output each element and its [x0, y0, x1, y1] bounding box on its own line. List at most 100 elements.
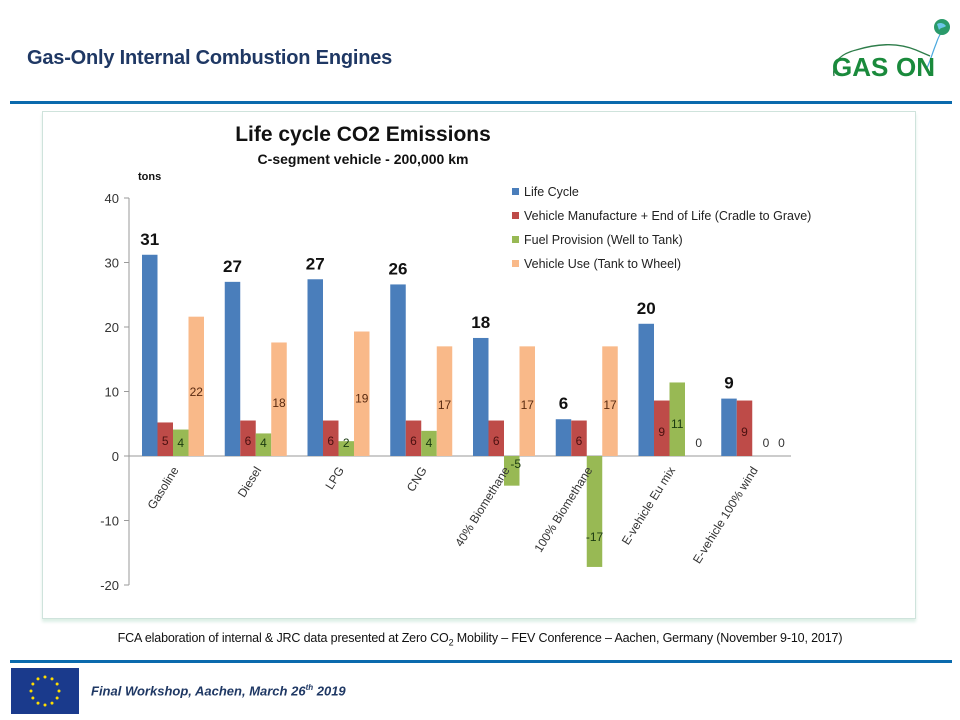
- chart-legend: Life Cycle Vehicle Manufacture + End of L…: [512, 185, 811, 271]
- bar-3-diesel: [255, 433, 272, 456]
- data-label: 17: [438, 398, 452, 412]
- bar-3-lpg: [338, 441, 354, 456]
- bar-2-diesel: [240, 420, 256, 456]
- data-label: 6: [327, 434, 334, 448]
- legend-swatch: [512, 188, 519, 195]
- data-label: 6: [493, 434, 500, 448]
- footer-year: 2019: [313, 683, 346, 699]
- logo-text-gas: GAS: [832, 52, 888, 82]
- chart-subtitle: C-segment vehicle - 200,000 km: [258, 151, 469, 167]
- footer-event: Final Workshop, Aachen, March 26th 2019: [91, 683, 346, 698]
- eu-star-icon: [43, 675, 47, 679]
- x-tick-label: LPG: [322, 464, 347, 492]
- eu-flag-icon: [11, 668, 79, 714]
- bar-2-cng: [405, 420, 422, 456]
- data-label: 4: [260, 436, 267, 450]
- data-label: 27: [223, 257, 242, 276]
- legend-item-label: Fuel Provision (Well to Tank): [524, 233, 683, 247]
- bar-2-100-biomethane: [571, 420, 587, 456]
- y-tick-label: 20: [105, 320, 119, 335]
- chart-title: Life cycle CO2 Emissions: [235, 123, 491, 146]
- eu-star-icon: [31, 696, 35, 700]
- bar-3-100-biomethane: [586, 456, 603, 567]
- eu-star-icon: [55, 682, 59, 686]
- data-label: 0: [778, 436, 785, 450]
- data-label: 9: [724, 374, 733, 393]
- y-axis-label: tons: [138, 171, 161, 183]
- bar-1-100-biomethane: [555, 419, 572, 456]
- x-tick-label: Diesel: [235, 464, 265, 500]
- footer-divider: [10, 660, 952, 663]
- data-label: 6: [245, 434, 252, 448]
- eu-star-icon: [55, 696, 59, 700]
- bar-4-lpg: [354, 331, 370, 456]
- gas-on-logo: GAS ON: [832, 19, 950, 82]
- source-subscript: 2: [448, 637, 454, 648]
- x-tick-label: CNG: [404, 464, 430, 494]
- data-label: 17: [521, 398, 535, 412]
- data-label: 17: [603, 398, 617, 412]
- data-label: 20: [637, 299, 656, 318]
- eu-star-icon: [31, 682, 35, 686]
- data-label: 22: [190, 385, 204, 399]
- bar-3-e-vehicle-eu-mix: [669, 382, 685, 456]
- eu-star-icon: [36, 677, 40, 681]
- legend-item-label: Life Cycle: [524, 185, 579, 199]
- bar-4-diesel: [271, 342, 287, 456]
- bar-1-40-biomethane: [473, 337, 489, 456]
- logo-car-outline-icon: [833, 44, 931, 77]
- bar-2-e-vehicle-100-wind: [736, 400, 753, 456]
- bar-1-cng: [390, 284, 406, 456]
- legend-item-label: Vehicle Use (Tank to Wheel): [524, 257, 681, 271]
- bar-2-e-vehicle-eu-mix: [654, 400, 670, 456]
- data-label: 0: [763, 436, 770, 450]
- bar-1-e-vehicle-eu-mix: [638, 323, 654, 456]
- bar-2-gasoline: [157, 422, 173, 456]
- data-label: -17: [586, 530, 604, 544]
- y-tick-label: 0: [112, 449, 119, 464]
- data-label: 26: [389, 259, 408, 278]
- eu-star-icon: [50, 701, 54, 705]
- bar-3-gasoline: [173, 429, 189, 456]
- y-tick-label: -20: [100, 578, 119, 593]
- bar-4-100-biomethane: [602, 346, 618, 456]
- chart-panel: Life cycle CO2 Emissions C-segment vehic…: [42, 111, 916, 619]
- source-text: FCA elaboration of internal & JRC data p…: [117, 631, 449, 645]
- x-tick-label: Gasoline: [145, 464, 182, 512]
- data-label: 4: [177, 436, 184, 450]
- legend-item-label: Vehicle Manufacture + End of Life (Cradl…: [524, 209, 811, 223]
- bar-1-e-vehicle-100-wind: [721, 398, 737, 456]
- bar-1-diesel: [224, 281, 241, 456]
- eu-star-icon: [36, 701, 40, 705]
- header-divider: [10, 101, 952, 104]
- data-label: 4: [426, 436, 433, 450]
- eu-star-icon: [29, 689, 33, 693]
- y-tick-label: 40: [105, 191, 119, 206]
- x-tick-label: E-vehicle 100% wind: [690, 464, 761, 566]
- x-tick-label: 40% Biomethane: [452, 464, 512, 549]
- data-label: 2: [343, 436, 350, 450]
- x-tick-label: E-vehicle Eu mix: [619, 464, 678, 547]
- y-tick-label: -10: [100, 514, 119, 529]
- data-label: 27: [306, 254, 325, 273]
- data-label: 9: [658, 425, 665, 439]
- data-label: 6: [576, 434, 583, 448]
- bar-4-gasoline: [188, 316, 204, 456]
- y-tick-label: 30: [105, 256, 119, 271]
- footer-superscript: th: [305, 683, 314, 692]
- bar-2-lpg: [323, 420, 339, 456]
- bar-2-40-biomethane: [488, 420, 504, 456]
- source-citation: FCA elaboration of internal & JRC data p…: [0, 631, 960, 648]
- data-label: 6: [410, 434, 417, 448]
- bar-1-gasoline: [142, 254, 158, 456]
- data-label: 6: [559, 394, 568, 413]
- data-label: 9: [741, 425, 748, 439]
- data-label: 11: [671, 417, 684, 431]
- legend-swatch: [512, 236, 519, 243]
- bar-4-cng: [436, 346, 453, 456]
- bar-1-lpg: [307, 279, 323, 456]
- data-label: 5: [162, 434, 169, 448]
- data-label: 31: [140, 230, 159, 249]
- legend-swatch: [512, 260, 519, 267]
